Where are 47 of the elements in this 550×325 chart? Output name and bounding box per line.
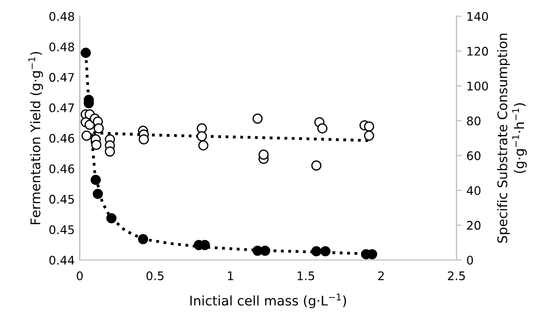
point bbox=[92, 188, 103, 199]
point bbox=[252, 114, 263, 124]
x-tick-label: 0 bbox=[76, 271, 83, 280]
y-tick-label: 0.46 bbox=[49, 164, 74, 174]
point bbox=[104, 146, 116, 157]
y2-tick-label: 140 bbox=[468, 12, 488, 21]
point bbox=[364, 121, 374, 132]
point bbox=[311, 246, 322, 256]
point bbox=[317, 123, 328, 134]
point bbox=[106, 213, 117, 224]
point bbox=[81, 130, 92, 141]
y-tick-label: 0.48 bbox=[49, 12, 74, 21]
point bbox=[198, 140, 208, 151]
point bbox=[311, 160, 322, 171]
y-tick-label: 0.48 bbox=[49, 42, 74, 52]
x-tick-label: 2 bbox=[378, 271, 384, 280]
y-tick-label: 0.47 bbox=[49, 72, 74, 82]
y2-axis-title: Specific Substrate Consumption (g·g$^{−1}$·h$^{−1}$) bbox=[497, 34, 527, 243]
point bbox=[94, 123, 104, 134]
y-tick-label: 0.45 bbox=[49, 194, 74, 204]
point bbox=[260, 246, 270, 256]
y2-tick-label: 100 bbox=[468, 82, 488, 91]
point bbox=[91, 140, 102, 150]
y-tick-label: 0.46 bbox=[49, 134, 74, 143]
x-tick-label: 1.5 bbox=[298, 271, 314, 280]
point bbox=[196, 131, 207, 142]
point bbox=[138, 234, 148, 244]
point bbox=[364, 130, 374, 141]
point bbox=[320, 246, 331, 256]
point bbox=[90, 174, 101, 186]
y2-tick-label: 40 bbox=[466, 186, 480, 196]
x-tick-label: 2.5 bbox=[448, 271, 465, 280]
y2-tick-label: 60 bbox=[467, 151, 480, 160]
y-tick-label: 0.45 bbox=[49, 225, 74, 234]
point bbox=[138, 134, 149, 144]
y-axis-title: Fermentation Yield (g·g$^{−1}$) bbox=[28, 52, 43, 224]
point bbox=[258, 149, 269, 160]
point bbox=[80, 48, 91, 58]
y2-tick-label: 20 bbox=[467, 220, 480, 230]
x-tick-label: 1 bbox=[228, 271, 234, 280]
y2-tick-label: 80 bbox=[467, 116, 480, 126]
y2-tick-label: 0 bbox=[467, 256, 473, 265]
y-tick-label: 0.44 bbox=[49, 256, 74, 265]
x-tick-label: 0.5 bbox=[146, 271, 164, 280]
y2-tick-label: 120 bbox=[468, 46, 488, 56]
y-tick-label: 0.47 bbox=[49, 103, 74, 112]
x-axis-title: Inictial cell mass (g·L$^{−1}$) bbox=[190, 294, 346, 308]
